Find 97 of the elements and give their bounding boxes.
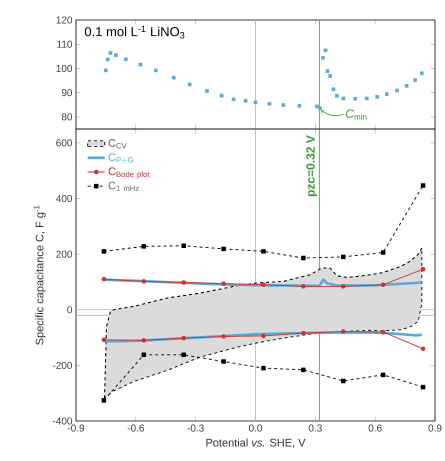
x-tick-label: -0.9 — [68, 424, 84, 432]
x-tick-label: 0.0 — [248, 424, 262, 432]
point — [221, 281, 226, 286]
point — [364, 96, 368, 100]
point — [328, 74, 332, 78]
point — [141, 352, 146, 358]
point — [232, 97, 236, 102]
point — [221, 359, 226, 364]
y-tick-label: 120 — [56, 16, 72, 24]
legend-label: $\mathsf{C}_{\mathsf{1\ mHz}}$ — [108, 182, 139, 191]
y-tick-label: 100 — [56, 64, 72, 72]
point — [334, 94, 339, 98]
x-axis-title: Potential vs. SHE, V — [206, 438, 306, 448]
y-tick-label: -200 — [52, 362, 72, 369]
point — [332, 87, 336, 92]
point — [300, 330, 306, 336]
point — [188, 82, 192, 86]
point — [102, 276, 106, 282]
y-tick-label: 90 — [62, 89, 72, 96]
point — [102, 249, 106, 254]
point — [318, 106, 322, 110]
legend-label: $\mathsf{C}_{\mathsf{P+G}}$ — [108, 153, 134, 164]
point — [420, 183, 426, 188]
ref-line-label: pzc=0.32 V — [306, 135, 317, 196]
point — [244, 99, 248, 103]
point — [181, 244, 186, 248]
point — [300, 284, 306, 289]
point — [261, 366, 266, 370]
point — [340, 254, 346, 260]
point — [221, 246, 226, 252]
point — [261, 334, 266, 338]
y-axis-title: Specific capacitance C, F g$^{-1}$ — [34, 206, 46, 345]
point — [384, 92, 388, 96]
annotation: C$_{min}$ — [346, 109, 366, 120]
point — [420, 71, 424, 76]
point — [413, 78, 417, 82]
point — [141, 279, 146, 284]
point — [320, 56, 325, 60]
y-tick-label: -400 — [52, 417, 72, 425]
annotation: 0.1 mol L$^{-1}$ LiNO$_{3}$ — [84, 26, 184, 38]
point — [114, 53, 118, 57]
x-tick-label: -0.3 — [187, 424, 204, 432]
point — [261, 249, 266, 254]
point — [141, 244, 146, 249]
point — [108, 51, 112, 55]
point — [205, 89, 209, 93]
point — [297, 104, 302, 108]
point — [375, 94, 379, 99]
point — [324, 48, 328, 52]
point — [102, 338, 106, 342]
point — [154, 68, 158, 72]
point — [102, 398, 106, 403]
point — [104, 68, 108, 72]
y-tick-label: 200 — [56, 250, 72, 258]
point — [300, 368, 306, 372]
point — [340, 284, 346, 289]
legend-label: $\mathsf{C}_{\mathsf{CV}}$ — [108, 139, 127, 148]
point — [181, 336, 186, 340]
point — [380, 372, 386, 378]
point — [420, 384, 426, 390]
point — [281, 103, 286, 107]
x-tick-label: 0.6 — [368, 424, 382, 432]
point — [106, 58, 110, 62]
x-tick-label: -0.6 — [128, 424, 144, 432]
point — [380, 250, 386, 255]
point — [326, 69, 330, 73]
point — [268, 102, 272, 106]
point — [353, 96, 357, 101]
point — [138, 62, 142, 66]
point — [300, 256, 306, 260]
y-tick-label: 110 — [57, 40, 72, 48]
point — [221, 334, 226, 339]
point — [261, 282, 266, 287]
point — [380, 282, 386, 287]
point — [340, 329, 346, 334]
y-tick-label: 80 — [62, 113, 72, 120]
point — [172, 76, 176, 80]
legend-label: $\mathsf{C}_{\mathsf{Bode\ plot}}$ — [108, 167, 150, 178]
x-tick-label: 0.9 — [428, 424, 442, 432]
point — [181, 280, 186, 285]
point — [420, 346, 426, 351]
point — [141, 338, 146, 343]
point — [220, 94, 224, 98]
point — [395, 88, 399, 92]
y-tick-label: 0 — [67, 306, 72, 314]
point — [380, 330, 386, 334]
y-tick-label: 600 — [56, 139, 72, 146]
point — [314, 104, 319, 108]
point — [254, 100, 258, 104]
point — [124, 57, 128, 62]
point — [181, 352, 186, 358]
point — [404, 84, 408, 88]
point — [420, 266, 426, 272]
point — [340, 378, 346, 384]
y-tick-label: 400 — [56, 194, 72, 202]
point — [342, 96, 346, 100]
x-tick-label: 0.3 — [308, 424, 322, 432]
